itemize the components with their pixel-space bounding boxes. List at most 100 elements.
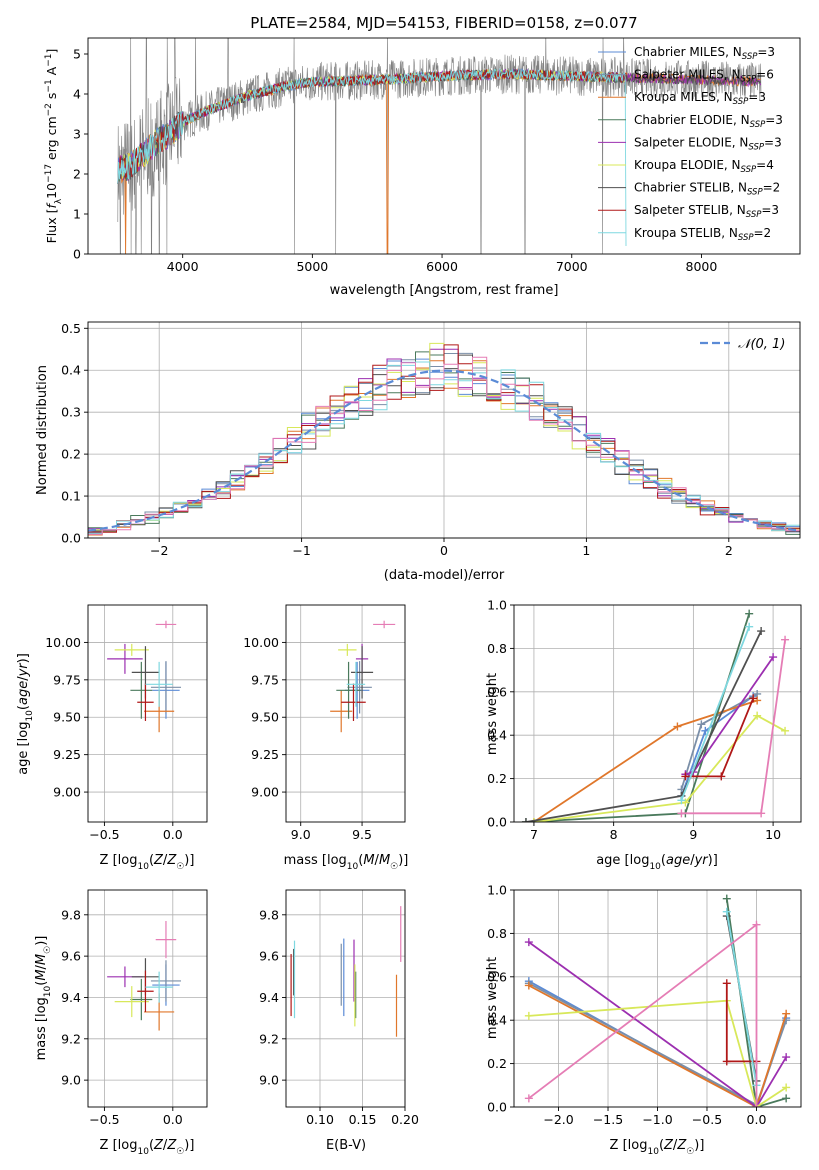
residuals-ytick-label: 0.5 — [61, 321, 81, 336]
spectrum-legend: Chabrier MILES, NSSP=3 Salpeter MILES, NS… — [598, 45, 783, 243]
age_vs_mass-axes — [286, 605, 405, 822]
mass_vs_ebv-frame: 0.10 0.15 0.20 9.0 9.2 9.4 9.6 9.8 E(B-V) — [259, 889, 419, 1153]
weight-vs-z-ylabel: mass weight — [485, 957, 500, 1039]
weight-marker — [782, 1094, 791, 1103]
gaussian-reference-curve — [88, 369, 798, 532]
weight-marker — [782, 1053, 791, 1062]
age_vs_z-plot-area — [107, 620, 182, 733]
legend-label-salpeter_elodie: Salpeter ELODIE, NSSP=3 — [634, 135, 782, 152]
residuals-xtick-label: 0 — [440, 543, 448, 558]
spectrum-ytick-label: 4 — [73, 87, 81, 102]
mass_vs_ebv-ytick-label: 9.6 — [259, 949, 279, 964]
mass_vs_z-border — [87, 889, 208, 1108]
weight-vs-age-ylabel: mass weight — [485, 673, 500, 755]
mass_vs_z-plot-area — [107, 921, 182, 1031]
weight-marker — [722, 907, 731, 916]
weight_vs_z-ytick-label: 0.2 — [487, 1056, 507, 1071]
age_vs_z-xtick-label: 0.0 — [163, 827, 183, 842]
weight-line — [680, 626, 751, 801]
errorbar-salpeter_miles — [347, 661, 372, 714]
weight-marker — [529, 818, 538, 822]
residuals-frame: −2 −1 0 1 2 0.0 0.1 0.2 0.3 0.4 0.5 𝒩(0, 1) (data-mo… — [35, 321, 801, 583]
weight-marker — [745, 609, 754, 618]
weight-line — [725, 911, 758, 1086]
mass_vs_z-ytick-label: 9.0 — [61, 1073, 81, 1088]
weight-series-salpeter_stelib — [681, 694, 758, 781]
errorbar-salpeter_miles — [150, 960, 182, 1002]
errorbar-chabrier_elodie — [336, 661, 361, 719]
weight_vs_z-xtick-label: 0.0 — [747, 1112, 767, 1127]
residuals-ytick-label: 0.4 — [61, 363, 81, 378]
residuals-ytick-label: 0.1 — [61, 489, 81, 504]
errorbar-kroupa_stelib — [145, 971, 173, 1003]
age_vs_mass-ytick-label: 9.75 — [251, 672, 279, 687]
weight-marker — [757, 627, 766, 636]
weight-series-pink — [524, 920, 761, 1107]
mass-vs-z-ylabel: mass [log10(M/M☉)] — [34, 936, 53, 1061]
weight_vs_z-xtick-label: −1.0 — [642, 1112, 672, 1127]
errorbar-salpeter_miles — [150, 661, 182, 714]
residuals-plot-area — [88, 342, 800, 536]
weight_vs_age-xtick-label: 10 — [765, 827, 781, 842]
errorbar-pink — [155, 620, 177, 629]
mass_vs_ebv-ytick-label: 9.8 — [259, 907, 279, 922]
weight-marker — [681, 772, 690, 781]
residual-histogram-pink — [88, 356, 800, 535]
weight-marker — [782, 1083, 791, 1092]
spectrum-axes — [117, 38, 762, 254]
weight-marker — [753, 711, 762, 720]
weight-marker — [524, 1094, 533, 1103]
errorbar-chabrier_elodie — [130, 661, 153, 719]
weight-marker — [673, 722, 682, 731]
weight_vs_age-ytick-label: 0.0 — [487, 815, 507, 830]
residuals-ytick-label: 0.0 — [61, 531, 81, 546]
age_vs_z-ytick-label: 10.00 — [45, 635, 81, 650]
weight-marker — [769, 653, 778, 662]
mass_vs_ebv-axes — [286, 890, 406, 1107]
age_vs_mass-xtick-label: 9.5 — [352, 827, 372, 842]
weight_vs_z-xtick-label: −0.5 — [692, 1112, 722, 1127]
weight-marker — [781, 726, 790, 735]
weight_vs_z-frame: −2.0 −1.5 −1.0 −0.5 0.0 0.0 0.2 0.4 0.6 0.8 1.0 Z [… — [485, 883, 802, 1157]
mass_vs_ebv-ytick-label: 9.2 — [259, 1031, 279, 1046]
legend-label-chabrier_elodie: Chabrier ELODIE, NSSP=3 — [634, 113, 783, 130]
age_vs_mass-frame: 9.0 9.5 9.00 9.25 9.50 9.75 10.00 mass [log10(M… — [243, 604, 408, 872]
weight-line — [533, 714, 786, 822]
spectrum-ytick-label: 5 — [73, 47, 81, 62]
residuals-xtick-label: −1 — [292, 543, 310, 558]
legend-label-kroupa_stelib: Kroupa STELIB, NSSP=2 — [634, 226, 771, 243]
age_vs_z-ytick-label: 9.25 — [53, 747, 81, 762]
residuals-ytick-label: 0.3 — [61, 405, 81, 420]
spectrum-border — [87, 37, 801, 255]
age_vs_z-axes — [88, 605, 207, 822]
mass_vs_z-ytick-label: 9.6 — [61, 949, 81, 964]
weight-marker — [745, 622, 754, 631]
age_vs_mass-ytick-label: 9.00 — [251, 785, 279, 800]
mass_vs_ebv-ytick-label: 9.0 — [259, 1073, 279, 1088]
errorbar-salpeter_stelib — [341, 683, 366, 721]
errorbar-salpeter_elodie — [107, 643, 143, 674]
weight-marker — [722, 894, 731, 903]
age_vs_z-xtick-label: −0.5 — [89, 827, 119, 842]
mass_vs_ebv-xtick-label: 0.20 — [391, 1112, 419, 1127]
weight-marker — [717, 772, 726, 781]
weight-series-pink — [677, 635, 790, 818]
weight-marker — [722, 979, 731, 988]
mass_vs_ebv-xtick-label: 0.15 — [349, 1112, 377, 1127]
mass_vs_ebv-xtick-label: 0.10 — [306, 1112, 334, 1127]
spectrum-ytick-label: 2 — [73, 167, 81, 182]
weight-series-chabrier_stelib — [521, 627, 766, 822]
weight-marker — [697, 720, 706, 729]
errorbar-salpeter_stelib — [137, 970, 154, 1012]
plots-layer: 4000 5000 6000 7000 8000 0 1 2 3 4 5 Chabrier MILES… — [16, 37, 802, 1157]
weight-marker — [757, 809, 766, 818]
age_vs_z-ytick-label: 9.75 — [53, 672, 81, 687]
mass_vs_z-ytick-label: 9.4 — [61, 990, 81, 1005]
weight-series-kroupa_stelib — [677, 622, 754, 805]
mass_vs_z-xtick-label: −0.5 — [89, 1112, 119, 1127]
age_vs_mass-xtick-label: 9.0 — [291, 827, 311, 842]
legend-label-salpeter_stelib: Salpeter STELIB, NSSP=3 — [634, 203, 779, 220]
weight_vs_age-ytick-label: 0.6 — [487, 684, 507, 699]
residuals-ytick-label: 0.2 — [61, 447, 81, 462]
